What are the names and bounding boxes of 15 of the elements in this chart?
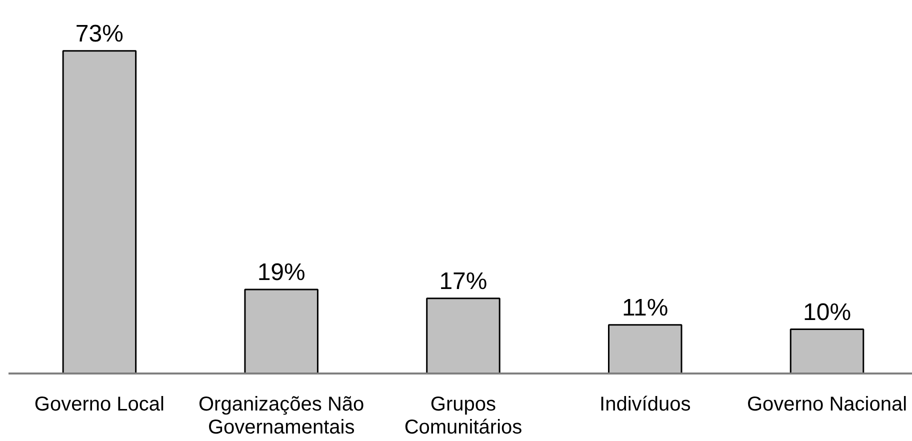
bar — [426, 298, 500, 374]
bar — [244, 288, 318, 374]
bar — [62, 50, 137, 374]
data-label: 11% — [622, 294, 668, 322]
data-label: 17% — [439, 268, 488, 295]
data-label: 10% — [802, 298, 852, 326]
data-label: 19% — [257, 259, 306, 286]
x-tick-label: Grupos Comunitários — [404, 394, 522, 439]
x-tick-label: Governo Nacional — [746, 394, 908, 416]
data-label: 73% — [75, 20, 124, 48]
bar — [790, 328, 864, 374]
x-tick-label: Governo Local — [34, 394, 164, 416]
x-tick-label: Indivíduos — [600, 394, 691, 416]
x-tick-label: Organizações Não Governamentais — [198, 394, 364, 439]
bar — [608, 324, 682, 374]
